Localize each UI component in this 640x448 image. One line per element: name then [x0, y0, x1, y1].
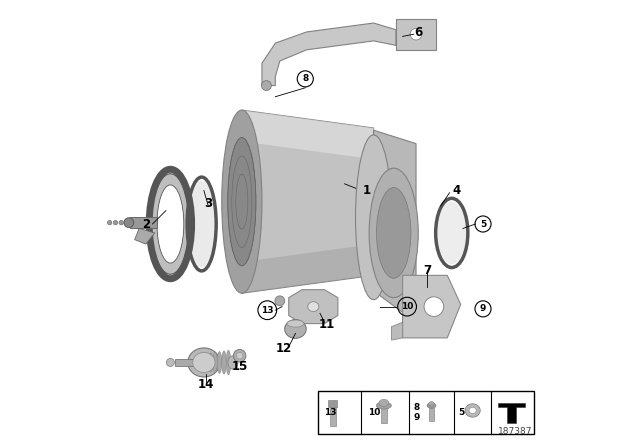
- Ellipse shape: [438, 202, 466, 264]
- Polygon shape: [242, 244, 374, 293]
- Polygon shape: [392, 322, 403, 340]
- Text: 10: 10: [367, 408, 380, 417]
- Ellipse shape: [209, 353, 213, 372]
- Polygon shape: [374, 130, 416, 322]
- Bar: [318, 392, 534, 434]
- Polygon shape: [396, 18, 436, 50]
- Text: 187387: 187387: [498, 427, 532, 436]
- Polygon shape: [134, 228, 155, 244]
- Text: 1: 1: [363, 184, 371, 197]
- Polygon shape: [262, 23, 396, 86]
- Bar: [330, 407, 335, 426]
- Ellipse shape: [369, 168, 419, 297]
- Ellipse shape: [221, 351, 226, 374]
- Text: 13: 13: [324, 408, 337, 417]
- Text: 3: 3: [204, 198, 212, 211]
- Ellipse shape: [285, 319, 306, 338]
- Text: 7: 7: [423, 264, 431, 277]
- Ellipse shape: [166, 358, 175, 366]
- Circle shape: [424, 297, 444, 316]
- Ellipse shape: [376, 188, 411, 278]
- Ellipse shape: [275, 296, 285, 306]
- Text: 12: 12: [276, 342, 292, 355]
- Text: 9: 9: [480, 304, 486, 313]
- Ellipse shape: [157, 185, 184, 263]
- Ellipse shape: [427, 403, 436, 408]
- Text: 13: 13: [261, 306, 273, 314]
- Polygon shape: [175, 359, 200, 366]
- Text: 10: 10: [401, 302, 413, 311]
- Ellipse shape: [469, 407, 476, 414]
- Ellipse shape: [228, 138, 256, 266]
- Text: 8
9: 8 9: [413, 403, 419, 422]
- Ellipse shape: [204, 353, 209, 371]
- Ellipse shape: [226, 350, 230, 375]
- Text: 14: 14: [198, 378, 214, 391]
- Text: 11: 11: [319, 318, 335, 331]
- Text: 5: 5: [459, 408, 465, 417]
- Text: 15: 15: [232, 360, 248, 374]
- Ellipse shape: [355, 135, 392, 300]
- Text: 2: 2: [141, 217, 150, 231]
- Polygon shape: [242, 110, 374, 293]
- Bar: [429, 408, 434, 421]
- Ellipse shape: [376, 402, 392, 409]
- Ellipse shape: [213, 352, 217, 373]
- Ellipse shape: [228, 356, 238, 369]
- Ellipse shape: [236, 353, 243, 359]
- Polygon shape: [130, 217, 157, 228]
- Text: 8: 8: [302, 74, 308, 83]
- Ellipse shape: [113, 220, 118, 225]
- Polygon shape: [242, 110, 374, 159]
- Polygon shape: [289, 290, 338, 323]
- Ellipse shape: [124, 218, 134, 228]
- Ellipse shape: [188, 348, 220, 377]
- Ellipse shape: [119, 220, 124, 225]
- Text: 4: 4: [452, 184, 460, 197]
- Ellipse shape: [193, 353, 215, 372]
- Ellipse shape: [221, 110, 262, 293]
- Ellipse shape: [465, 404, 480, 417]
- Text: 6: 6: [414, 26, 422, 39]
- Ellipse shape: [152, 174, 189, 274]
- Bar: [328, 400, 337, 407]
- Ellipse shape: [379, 399, 388, 406]
- Circle shape: [410, 28, 422, 40]
- Ellipse shape: [287, 320, 304, 327]
- Ellipse shape: [217, 352, 221, 373]
- Ellipse shape: [308, 302, 319, 311]
- Bar: [381, 408, 387, 422]
- Text: 5: 5: [480, 220, 486, 228]
- Ellipse shape: [262, 81, 271, 90]
- Polygon shape: [403, 276, 461, 338]
- Ellipse shape: [108, 220, 112, 225]
- Ellipse shape: [429, 401, 434, 406]
- Polygon shape: [498, 403, 525, 422]
- Ellipse shape: [234, 349, 246, 362]
- Ellipse shape: [189, 181, 214, 267]
